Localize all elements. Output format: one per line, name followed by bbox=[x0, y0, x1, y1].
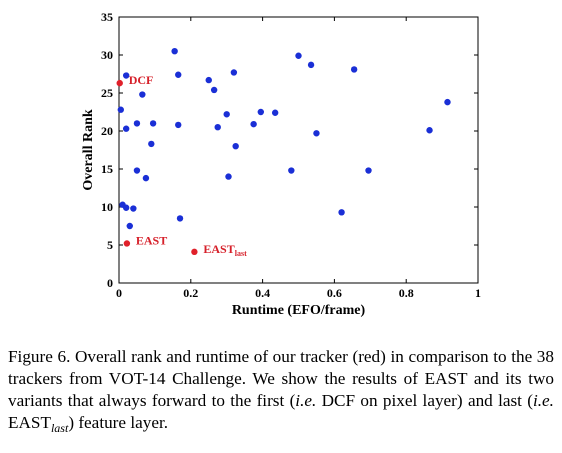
tracker-point bbox=[210, 86, 218, 94]
caption-subscript: last bbox=[50, 421, 69, 435]
tracker-point bbox=[176, 215, 184, 222]
tracker-point bbox=[338, 209, 345, 216]
tracker-point bbox=[223, 111, 230, 118]
tracker-point bbox=[350, 66, 358, 73]
x-tick-label: 0 bbox=[116, 286, 122, 300]
caption-part1: Overall rank and runtime of our tracker … bbox=[8, 347, 554, 410]
plot-area bbox=[118, 16, 479, 284]
point-label-subscript: last bbox=[235, 249, 247, 258]
tracker-point bbox=[214, 124, 221, 131]
caption-ie1: i.e. bbox=[295, 391, 317, 410]
our-tracker-point bbox=[123, 240, 131, 247]
x-axis-title: Runtime (EFO/frame) bbox=[232, 303, 366, 318]
point-label: EAST bbox=[136, 233, 167, 247]
y-tick-label: 35 bbox=[101, 10, 113, 24]
tracker-point bbox=[122, 125, 130, 132]
tracker-point bbox=[225, 173, 232, 180]
y-tick-label: 15 bbox=[101, 162, 113, 176]
tracker-point bbox=[271, 109, 279, 116]
x-tick-label: 0.6 bbox=[327, 286, 342, 300]
caption-prefix: Figure 6. bbox=[8, 347, 71, 366]
axis-ticks bbox=[118, 16, 479, 284]
tracker-point bbox=[122, 204, 130, 211]
y-tick-label: 30 bbox=[101, 48, 113, 62]
x-tick-label: 0.8 bbox=[399, 286, 414, 300]
tracker-point bbox=[126, 222, 133, 230]
x-tick-label: 0.4 bbox=[255, 286, 270, 300]
caption-ie2: i.e. bbox=[532, 391, 554, 410]
caption-part3: EAST bbox=[8, 413, 51, 432]
caption-part2: DCF on pixel layer) and last ( bbox=[316, 391, 533, 410]
scatter-figure: 0 0.2 0.4 0.6 0.8 1 0 5 10 15 20 25 30 35 Runtime (EF… bbox=[81, 10, 481, 318]
tracker-point bbox=[148, 140, 155, 148]
tracker-point bbox=[205, 76, 212, 84]
tracker-point bbox=[444, 98, 451, 106]
tracker-point bbox=[130, 205, 137, 212]
tracker-point bbox=[288, 167, 295, 174]
y-tick-label: 20 bbox=[101, 124, 113, 138]
caption-part4: ) feature layer. bbox=[68, 413, 169, 432]
our-tracker-point bbox=[116, 79, 123, 87]
data-points bbox=[116, 48, 451, 256]
x-tick-label: 1 bbox=[475, 286, 481, 300]
point-label: DCF bbox=[129, 73, 154, 87]
tracker-point bbox=[139, 91, 146, 98]
tracker-point bbox=[257, 108, 265, 116]
y-tick-label: 25 bbox=[101, 86, 113, 100]
tracker-point bbox=[307, 61, 315, 69]
tracker-point bbox=[149, 120, 157, 127]
tracker-point bbox=[133, 167, 141, 174]
tracker-point bbox=[230, 69, 238, 76]
figure-caption: Figure 6. Overall rank and runtime of ou… bbox=[8, 346, 554, 439]
y-tick-label: 5 bbox=[107, 238, 113, 252]
x-tick-label: 0.2 bbox=[183, 286, 198, 300]
tracker-point bbox=[122, 72, 130, 79]
tracker-point bbox=[142, 174, 150, 182]
y-axis-title: Overall Rank bbox=[81, 109, 96, 190]
y-tick-label: 0 bbox=[107, 276, 113, 290]
our-tracker-point bbox=[191, 248, 198, 256]
tracker-point bbox=[295, 52, 302, 59]
tracker-point bbox=[313, 130, 320, 137]
tracker-point bbox=[133, 120, 141, 127]
tracker-point bbox=[117, 106, 124, 113]
y-tick-label: 10 bbox=[101, 200, 113, 214]
tracker-point bbox=[175, 121, 182, 129]
tracker-point bbox=[232, 143, 239, 150]
tracker-point bbox=[171, 48, 178, 55]
tracker-point bbox=[365, 167, 372, 174]
tracker-point bbox=[175, 71, 182, 78]
tracker-point bbox=[250, 120, 257, 128]
tracker-point bbox=[426, 127, 433, 134]
